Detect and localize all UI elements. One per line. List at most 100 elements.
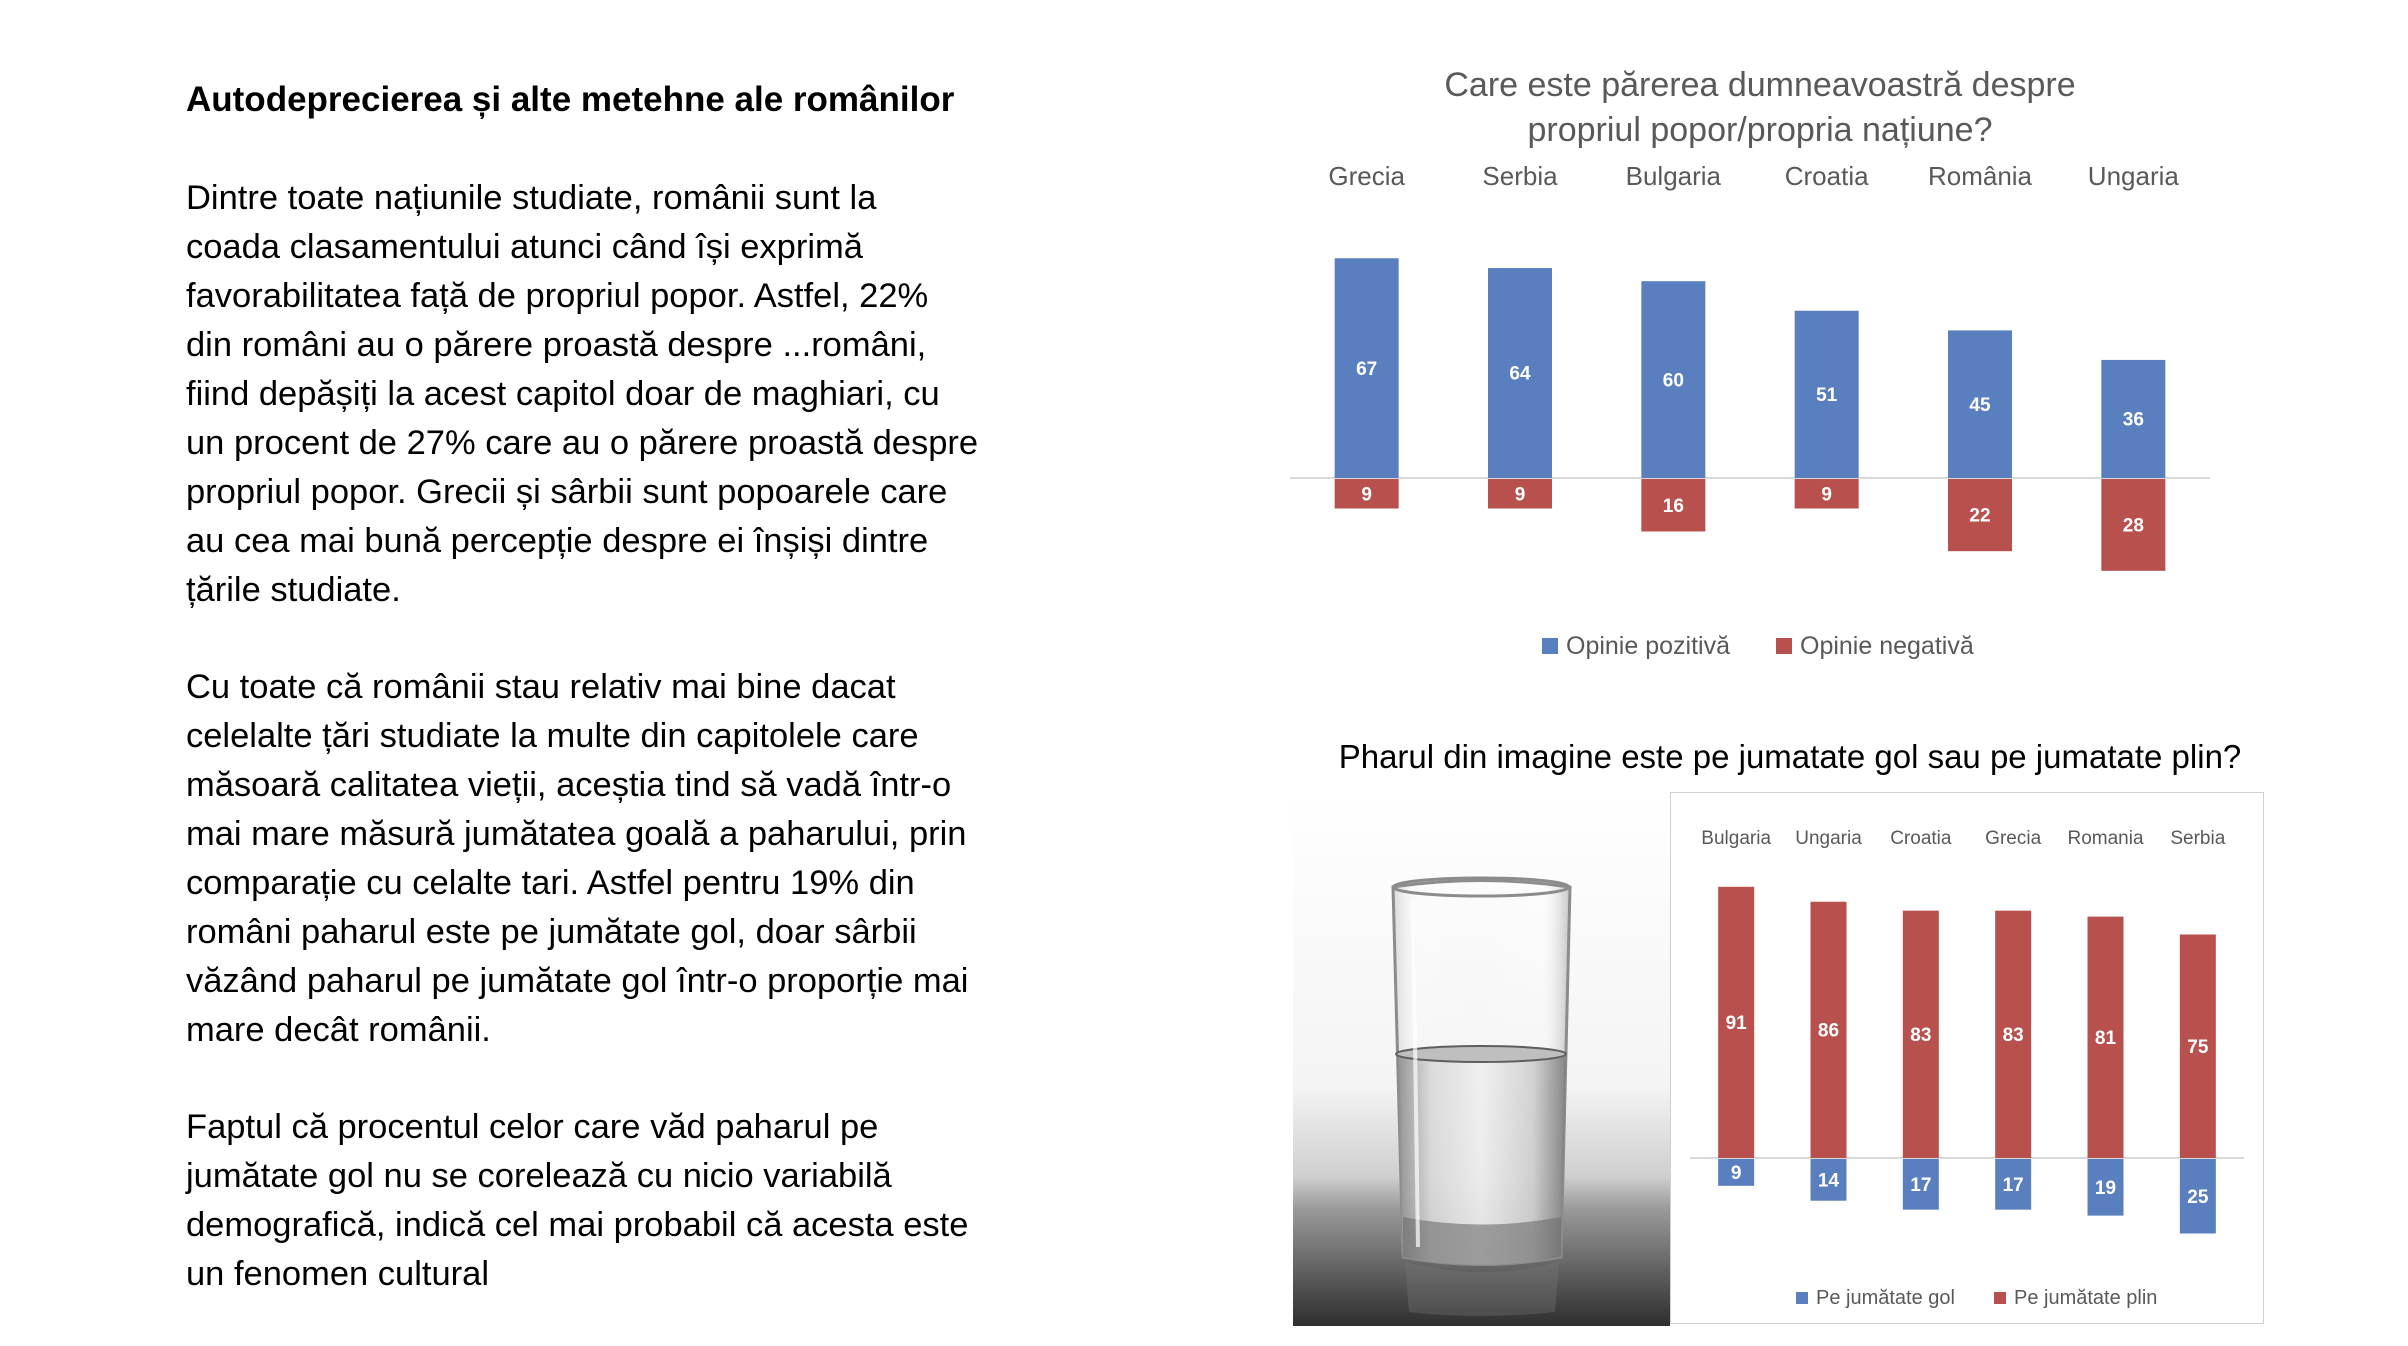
bar-opinie-pozitivă	[1948, 330, 2012, 478]
bar-opinie-negativă	[1334, 479, 1399, 509]
glass-photo	[1293, 792, 1670, 1326]
text-line: au cea mai bună percepție despre ei înși…	[186, 522, 929, 560]
paragraph-2: Cu toate că românii stau relativ mai bin…	[186, 663, 1066, 1055]
legend-label: Pe jumătate plin	[2014, 1287, 2157, 1309]
glass-shape	[1391, 876, 1572, 1316]
category-label: Bulgaria	[1626, 161, 1722, 191]
data-label: 9	[1731, 1163, 1742, 1184]
bar-opinie-negativă	[1488, 479, 1552, 509]
bar-opinie-negativă	[2101, 479, 2166, 571]
legend-swatch	[1776, 638, 1792, 654]
legend-swatch	[1994, 1292, 2006, 1304]
text-line: mare decât românii.	[186, 1011, 491, 1049]
legend-label: Opinie negativă	[1800, 632, 1974, 660]
text-line: fiind depășiți la acest capitol doar de …	[186, 375, 940, 413]
text-line: țările studiate.	[186, 571, 401, 609]
bar-pe-jumătate-gol	[1810, 1159, 1847, 1201]
bar-opinie-pozitivă	[1641, 281, 1706, 478]
legend-swatch	[1796, 1292, 1808, 1304]
legend-label: Opinie pozitivă	[1566, 632, 1730, 660]
category-label: Grecia	[1328, 161, 1405, 191]
text-line: măsoară calitatea vieții, aceștia tind s…	[186, 766, 952, 804]
data-label: 86	[1818, 1021, 1839, 1042]
text-line: comparație cu celalte tari. Astfel pentr…	[186, 864, 915, 902]
text-line: din români au o părere proastă despre ..…	[186, 326, 927, 364]
chart-title-line: propriul popor/propria națiune?	[1528, 111, 1993, 149]
text-line: Dintre toate națiunile studiate, românii…	[186, 179, 877, 217]
bar-opinie-pozitivă	[2101, 359, 2166, 478]
data-label: 19	[2095, 1178, 2116, 1199]
data-label: 36	[2123, 410, 2144, 431]
bar-pe-jumătate-gol	[2179, 1159, 2216, 1234]
bar-pe-jumătate-plin	[1995, 910, 2032, 1158]
text-line: un fenomen cultural	[186, 1255, 490, 1293]
category-label: Ungaria	[1795, 828, 1862, 849]
data-label: 25	[2187, 1187, 2209, 1208]
text-line: propriul popor. Grecii și sârbii sunt po…	[186, 473, 948, 511]
data-label: 9	[1515, 484, 1526, 505]
data-label: 9	[1821, 484, 1832, 505]
text-line: mai mare măsură jumătatea goală a paharu…	[186, 815, 967, 853]
data-label: 81	[2095, 1028, 2117, 1049]
text-line: Faptul că procentul celor care văd pahar…	[186, 1108, 879, 1146]
text-line: români paharul este pe jumătate gol, doa…	[186, 913, 917, 951]
bar-pe-jumătate-plin	[2179, 934, 2216, 1158]
data-label: 83	[1910, 1025, 1931, 1046]
bar-pe-jumătate-gol	[1902, 1159, 1939, 1210]
text-line: un procent de 27% care au o părere proas…	[186, 424, 979, 462]
text-line: coada clasamentului atunci când își expr…	[186, 228, 863, 266]
bar-pe-jumătate-gol	[1995, 1159, 2032, 1210]
glass-chart-title: Pharul din imagine este pe jumatate gol …	[1338, 738, 2242, 775]
bar-pe-jumătate-gol	[2087, 1159, 2124, 1216]
article-title: Autodeprecierea și alte metehne ale româ…	[186, 80, 955, 119]
text-line: celelalte țări studiate la multe din cap…	[186, 717, 919, 755]
paragraph-1: Dintre toate națiunile studiate, românii…	[186, 174, 1066, 615]
data-label: 67	[1356, 359, 1377, 380]
text-line: demografică, indică cel mai probabil că …	[186, 1206, 969, 1244]
data-label: 28	[2123, 516, 2144, 537]
bar-opinie-pozitivă	[1794, 310, 1859, 478]
glass-chart-frame	[1670, 792, 2264, 1324]
paragraph-3: Faptul că procentul celor care văd pahar…	[186, 1103, 1066, 1299]
bar-opinie-pozitivă	[1488, 268, 1552, 478]
data-label: 91	[1726, 1013, 1748, 1034]
glass-chart: Bulgaria919Ungaria8614Croatia8317Grecia8…	[1690, 828, 2244, 1309]
bar-opinie-pozitivă	[1334, 258, 1399, 478]
data-label: 16	[1663, 496, 1684, 517]
chart-title-line: Care este părerea dumneavoastră despre	[1444, 66, 2075, 104]
bar-opinie-negativă	[1948, 479, 2012, 552]
national-opinion-chart: Care este părerea dumneavoastră despre pr…	[1290, 66, 2210, 660]
category-label: Romania	[2067, 828, 2143, 849]
data-label: 51	[1816, 385, 1838, 406]
category-label: Serbia	[1482, 161, 1558, 191]
text-line: jumătate gol nu se corelează cu nicio va…	[186, 1157, 892, 1195]
bar-pe-jumătate-plin	[1718, 886, 1755, 1158]
data-label: 60	[1663, 370, 1684, 391]
text-line: văzând paharul pe jumătate gol într-o pr…	[186, 962, 969, 1000]
bar-opinie-negativă	[1794, 479, 1859, 509]
data-label: 17	[2003, 1175, 2024, 1196]
category-label: România	[1928, 161, 2033, 191]
data-label: 83	[2003, 1025, 2024, 1046]
bar-pe-jumătate-plin	[2087, 916, 2124, 1158]
data-label: 45	[1969, 395, 1991, 416]
bar-pe-jumătate-plin	[1902, 910, 1939, 1158]
bar-pe-jumătate-gol	[1718, 1159, 1755, 1186]
category-label: Croatia	[1785, 161, 1869, 191]
text-line: Cu toate că românii stau relativ mai bin…	[186, 668, 896, 706]
category-label: Ungaria	[2088, 161, 2180, 191]
category-label: Grecia	[1985, 828, 2041, 849]
category-label: Serbia	[2170, 828, 2225, 849]
data-label: 14	[1818, 1170, 1840, 1191]
data-label: 22	[1969, 506, 1990, 527]
data-label: 75	[2187, 1037, 2209, 1058]
category-label: Bulgaria	[1701, 828, 1771, 849]
bar-pe-jumătate-plin	[1810, 901, 1847, 1158]
data-label: 9	[1361, 484, 1372, 505]
category-label: Croatia	[1890, 828, 1952, 849]
text-line: favorabilitatea față de propriul popor. …	[186, 277, 929, 315]
data-label: 17	[1910, 1175, 1931, 1196]
legend-label: Pe jumătate gol	[1816, 1287, 1955, 1309]
bar-opinie-negativă	[1641, 479, 1706, 532]
data-label: 64	[1509, 364, 1531, 385]
